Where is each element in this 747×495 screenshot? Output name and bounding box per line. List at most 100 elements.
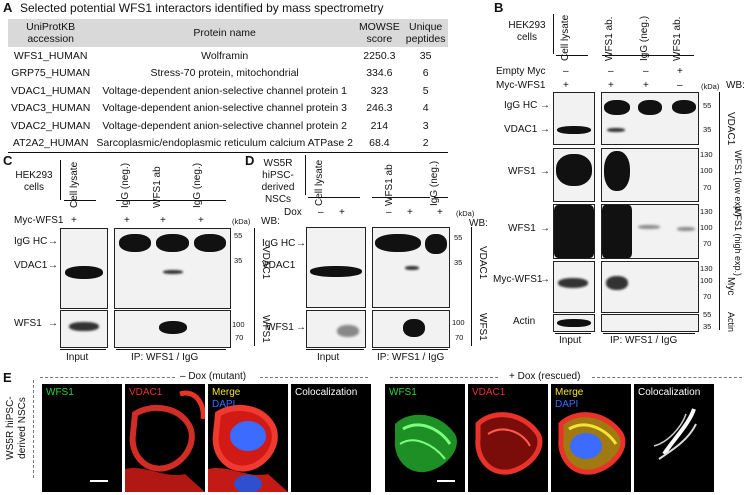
cell: 68.4 — [355, 134, 403, 153]
ip-label: IP: WFS1 / IgG — [131, 352, 199, 363]
mw: 100 — [700, 276, 713, 285]
mw: 100 — [700, 223, 713, 232]
lane-label: WFS1 ab — [152, 166, 163, 208]
arrow-icon: → — [540, 100, 550, 111]
row-label: Empty Myc — [496, 66, 546, 77]
cell: 323 — [370, 84, 389, 97]
cell: VDAC2_HUMAN — [11, 119, 91, 132]
row-label: Myc-WFS1 — [496, 80, 546, 91]
cell: 246.3 — [366, 102, 393, 115]
tile-label: VDAC1 — [472, 387, 506, 398]
divider — [308, 197, 360, 198]
kda-label: (kDa) — [701, 82, 720, 91]
blot-d-vdac1-ip — [372, 227, 450, 308]
panel-e-letter: E — [3, 370, 12, 385]
divider — [372, 197, 430, 198]
micrograph-coloc-minus: Colocalization — [291, 384, 371, 492]
cell: 2250.3 — [363, 49, 396, 62]
divider — [116, 200, 226, 201]
divider — [603, 333, 695, 334]
mw: 35 — [454, 258, 463, 267]
blot-b-myc-input — [553, 261, 595, 313]
band-label: Myc-WFS1 — [493, 274, 543, 285]
blot-c-vdac1-ip — [114, 228, 231, 309]
divider — [306, 349, 364, 350]
band-label: WFS1 — [266, 322, 294, 333]
cond: + — [160, 215, 166, 226]
panel-c-cells: HEK293 cells — [15, 170, 53, 193]
panel-c-letter: C — [3, 153, 13, 168]
mw: 55 — [234, 231, 243, 240]
mw: 100 — [452, 318, 465, 327]
divider — [33, 380, 34, 478]
table-row: AT2A2_HUMAN Sarcoplasmic/endoplasmic reti… — [8, 134, 449, 153]
band-label: IgG HC — [14, 236, 48, 247]
lane-label: Cell lysate — [69, 161, 80, 208]
col-protein: Protein name — [93, 19, 356, 47]
divider — [555, 333, 591, 334]
blot-b-myc-ip — [601, 261, 699, 313]
kda-label: (kDa) — [232, 217, 251, 226]
ip-label: IP: WFS1 / IgG — [610, 335, 678, 346]
divider — [553, 14, 554, 54]
band-label: WFS1 — [14, 318, 42, 329]
tile-label: Colocalization — [295, 387, 358, 398]
band-label: WFS1 — [508, 166, 536, 177]
mw: 35 — [703, 125, 712, 134]
mw: 70 — [455, 333, 464, 342]
micrograph-vdac1-plus: VDAC1 — [468, 384, 548, 492]
divider — [64, 200, 96, 201]
dapi-label: DAPI — [212, 399, 236, 410]
ip-label: IP: WFS1 / IgG — [377, 352, 445, 363]
table-row: WFS1_HUMAN Wolframin 2250.3 35 — [8, 47, 448, 65]
blot-b-actin-input — [553, 314, 595, 332]
arrow-icon: → — [540, 166, 550, 177]
cond: + — [339, 207, 345, 218]
blot-b-wfs1-low-ip — [601, 148, 699, 202]
table-row: VDAC1_HUMAN Voltage-dependent anion-selec… — [8, 82, 448, 100]
cond: + — [677, 66, 683, 77]
divider — [719, 92, 720, 330]
cond: – — [386, 207, 392, 218]
mw: 35 — [703, 322, 712, 331]
cell: Voltage-dependent anion-selective channe… — [102, 84, 347, 97]
arrow-icon: → — [540, 124, 550, 135]
wb-label: WB: — [469, 218, 488, 229]
plus-dox-label: + Dox (rescued) — [509, 371, 581, 382]
mw: 100 — [232, 320, 245, 329]
panel-e-side-label: WS5R hiPSC-derived NSCs — [5, 396, 28, 460]
row-label: Dox — [284, 207, 302, 218]
lane-label: WFS1 ab — [384, 164, 395, 206]
arrow-icon: → — [296, 322, 306, 333]
cell: 6 — [422, 67, 429, 80]
dapi-label: DAPI — [555, 399, 579, 410]
blot-c-vdac1-input — [60, 228, 108, 309]
band-label: VDAC1 — [262, 260, 296, 271]
blot-b-wfs1-low-input — [553, 148, 595, 202]
cell: GRP75_HUMAN — [11, 67, 91, 80]
cell: 214 — [370, 119, 389, 132]
lane-label: Cell lysate — [314, 159, 325, 206]
ms-table-header: UniProtKB accession Protein name MOWSE s… — [8, 19, 449, 47]
tile-label: Colocalization — [638, 387, 701, 398]
mw: 130 — [700, 264, 713, 273]
cell: 4 — [422, 102, 429, 115]
blot-b-wfs1-high-ip — [601, 204, 699, 259]
tile-label: WFS1 — [389, 387, 417, 398]
micrograph-coloc-plus: Colocalization — [634, 384, 714, 492]
table-row: VDAC2_HUMAN Voltage-dependent anion-selec… — [8, 117, 448, 135]
panel-b-letter: B — [494, 0, 504, 15]
blot-d-wfs1-ip — [372, 310, 450, 348]
arrow-icon: → — [48, 318, 58, 329]
mw: 70 — [703, 239, 712, 248]
blot-d-vdac1-input — [306, 227, 366, 308]
input-label: Input — [559, 335, 582, 346]
wb-antibody: Actin — [726, 312, 736, 333]
divider — [471, 227, 472, 346]
divider — [372, 349, 448, 350]
divider — [40, 377, 175, 378]
panel-d-letter: D — [245, 153, 255, 168]
band-label: IgG HC — [504, 100, 538, 111]
mw: 130 — [700, 150, 713, 159]
ms-table: UniProtKB accession Protein name MOWSE s… — [8, 19, 449, 153]
